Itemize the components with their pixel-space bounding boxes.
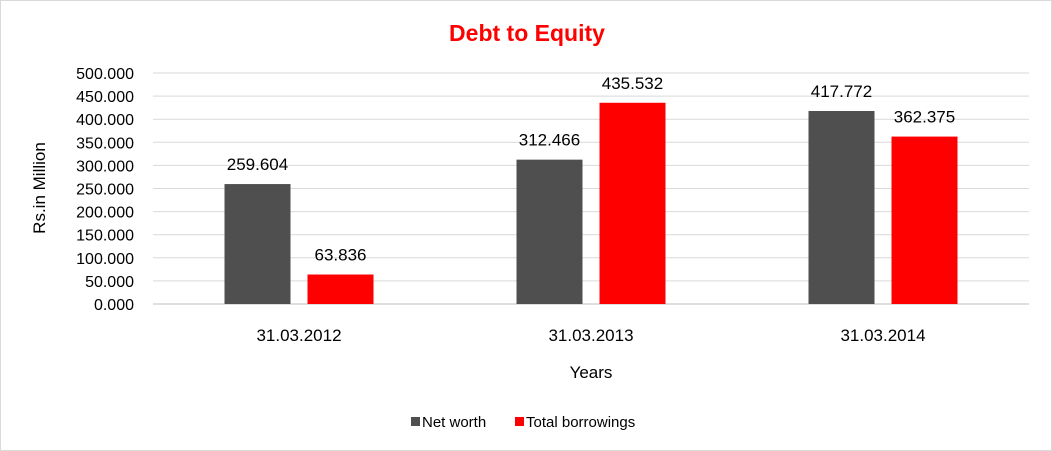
bar-total-borrowings <box>307 274 374 304</box>
y-tick-label: 500.000 <box>76 66 134 83</box>
legend-swatch <box>515 417 524 426</box>
bar-total-borrowings <box>891 136 958 304</box>
y-tick-label: 100.000 <box>76 251 134 268</box>
y-tick-label: 400.000 <box>76 112 134 129</box>
bars <box>224 102 958 305</box>
y-tick-label: 0.000 <box>94 297 134 314</box>
chart-title: Debt to Equity <box>449 20 605 46</box>
y-tick-label: 50.000 <box>85 274 134 291</box>
y-tick-label: 350.000 <box>76 135 134 152</box>
x-axis-title: Years <box>570 363 613 382</box>
y-tick-label: 200.000 <box>76 205 134 222</box>
data-label: 259.604 <box>227 155 288 174</box>
bar-net-worth <box>224 184 291 304</box>
y-tick-label: 450.000 <box>76 89 134 106</box>
x-category-label: 31.03.2014 <box>840 326 925 345</box>
legend-label: Net worth <box>422 414 486 431</box>
y-axis-title: Rs.in Million <box>30 142 49 234</box>
data-labels: 259.604 63.836 312.466 435.532 417.772 362.37… <box>227 74 955 265</box>
x-category-label: 31.03.2012 <box>256 326 341 345</box>
x-axis-categories: 31.03.2012 31.03.2013 31.03.2014 <box>256 326 925 345</box>
data-label: 312.466 <box>519 131 580 150</box>
data-label: 417.772 <box>811 82 872 101</box>
data-label: 63.836 <box>315 246 367 265</box>
legend: Net worth Total borrowings <box>411 414 635 431</box>
gridlines <box>153 72 1029 305</box>
y-tick-label: 300.000 <box>76 158 134 175</box>
bar-total-borrowings <box>599 102 666 305</box>
y-tick-label: 150.000 <box>76 228 134 245</box>
legend-label: Total borrowings <box>526 414 635 431</box>
data-label: 435.532 <box>602 74 663 93</box>
y-axis-ticks: 0.000 50.000 100.000 150.000 200.000 250.000 3… <box>76 66 134 314</box>
x-category-label: 31.03.2013 <box>548 326 633 345</box>
bar-net-worth <box>808 110 875 304</box>
bar-net-worth <box>516 159 583 304</box>
data-label: 362.375 <box>894 108 955 127</box>
y-tick-label: 250.000 <box>76 182 134 199</box>
legend-swatch <box>411 417 420 426</box>
